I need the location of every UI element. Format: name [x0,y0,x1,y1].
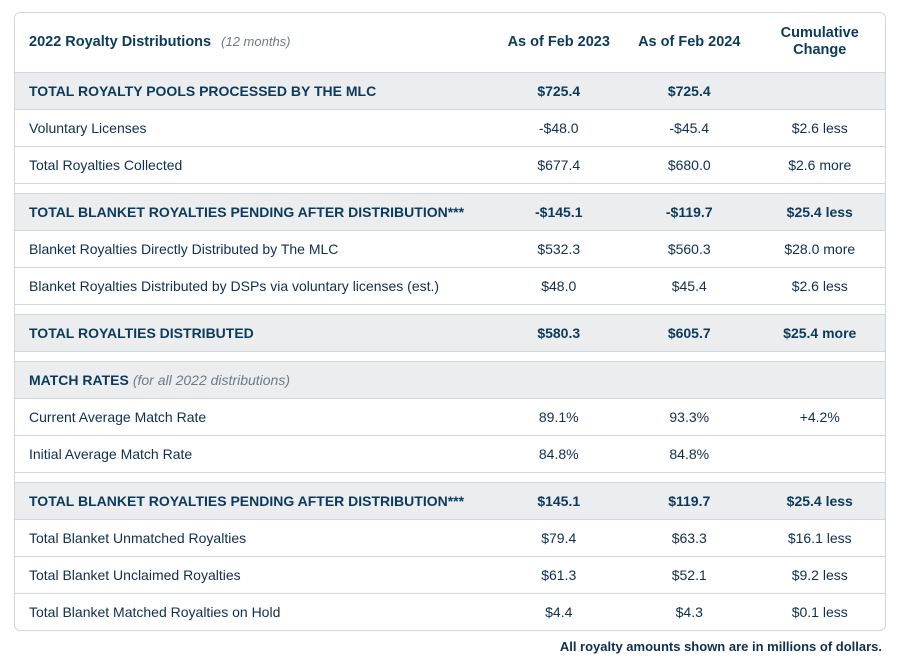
section-header-row: TOTAL ROYALTY POOLS PROCESSED BY THE MLC… [15,72,885,109]
spacer-cell [15,472,885,482]
row-value: $560.3 [624,230,755,267]
row-value: -$45.4 [624,109,755,146]
header-col-2023: As of Feb 2023 [494,13,625,72]
section-title: MATCH RATES [29,372,129,388]
section-value: $725.4 [494,72,625,109]
row-value: 84.8% [494,435,625,472]
row-value: $2.6 less [755,267,886,304]
row-label: Initial Average Match Rate [15,435,494,472]
row-value [755,435,886,472]
section-spacer [15,183,885,193]
royalty-table-wrapper: 2022 Royalty Distributions (12 months) A… [14,12,886,631]
row-label: Blanket Royalties Distributed by DSPs vi… [15,267,494,304]
header-subtitle: (12 months) [221,34,290,49]
section-value [755,72,886,109]
header-col-2024: As of Feb 2024 [624,13,755,72]
row-label: Total Blanket Unclaimed Royalties [15,556,494,593]
row-label: Total Blanket Matched Royalties on Hold [15,593,494,630]
section-title-cell: TOTAL BLANKET ROYALTIES PENDING AFTER DI… [15,193,494,230]
table-row: Total Blanket Matched Royalties on Hold$… [15,593,885,630]
royalty-table: 2022 Royalty Distributions (12 months) A… [15,13,885,630]
section-value: $25.4 more [755,314,886,351]
row-value: $2.6 more [755,146,886,183]
row-value: $48.0 [494,267,625,304]
header-title: 2022 Royalty Distributions [29,34,211,50]
section-header-row: MATCH RATES(for all 2022 distributions) [15,361,885,398]
section-title-cell: TOTAL ROYALTY POOLS PROCESSED BY THE MLC [15,72,494,109]
row-value: $45.4 [624,267,755,304]
table-body: TOTAL ROYALTY POOLS PROCESSED BY THE MLC… [15,72,885,630]
row-value: +4.2% [755,398,886,435]
row-value: $680.0 [624,146,755,183]
section-title-cell: MATCH RATES(for all 2022 distributions) [15,361,494,398]
section-header-row: TOTAL ROYALTIES DISTRIBUTED $580.3$605.7$… [15,314,885,351]
table-row: Total Blanket Unclaimed Royalties$61.3$5… [15,556,885,593]
section-title: TOTAL BLANKET ROYALTIES PENDING AFTER DI… [29,204,464,220]
section-spacer [15,351,885,361]
section-subtitle: (for all 2022 distributions) [133,372,290,388]
row-value: 93.3% [624,398,755,435]
row-value: $4.4 [494,593,625,630]
row-value: $0.1 less [755,593,886,630]
row-label: Current Average Match Rate [15,398,494,435]
section-value: $725.4 [624,72,755,109]
row-value: -$48.0 [494,109,625,146]
row-value: $4.3 [624,593,755,630]
section-value: $119.7 [624,482,755,519]
section-value: -$119.7 [624,193,755,230]
spacer-cell [15,304,885,314]
section-title-cell: TOTAL BLANKET ROYALTIES PENDING AFTER DI… [15,482,494,519]
row-value: $61.3 [494,556,625,593]
row-value: $677.4 [494,146,625,183]
section-value: $605.7 [624,314,755,351]
table-row: Voluntary Licenses-$48.0-$45.4$2.6 less [15,109,885,146]
section-value: $145.1 [494,482,625,519]
spacer-cell [15,183,885,193]
row-value: $2.6 less [755,109,886,146]
row-label: Total Blanket Unmatched Royalties [15,519,494,556]
row-value: $532.3 [494,230,625,267]
section-title: TOTAL BLANKET ROYALTIES PENDING AFTER DI… [29,493,464,509]
row-value: $79.4 [494,519,625,556]
section-header-row: TOTAL BLANKET ROYALTIES PENDING AFTER DI… [15,193,885,230]
section-spacer [15,472,885,482]
row-value: $16.1 less [755,519,886,556]
section-value [494,361,625,398]
section-title-cell: TOTAL ROYALTIES DISTRIBUTED [15,314,494,351]
table-header-row: 2022 Royalty Distributions (12 months) A… [15,13,885,72]
section-title: TOTAL ROYALTY POOLS PROCESSED BY THE MLC [29,83,376,99]
section-value: $580.3 [494,314,625,351]
section-value: $25.4 less [755,482,886,519]
section-value [624,361,755,398]
row-value: $63.3 [624,519,755,556]
table-row: Total Blanket Unmatched Royalties$79.4$6… [15,519,885,556]
table-row: Initial Average Match Rate84.8%84.8% [15,435,885,472]
row-label: Total Royalties Collected [15,146,494,183]
footnote: All royalty amounts shown are in million… [14,639,886,654]
section-value: $25.4 less [755,193,886,230]
row-label: Voluntary Licenses [15,109,494,146]
row-value: $9.2 less [755,556,886,593]
row-value: $28.0 more [755,230,886,267]
table-row: Blanket Royalties Directly Distributed b… [15,230,885,267]
section-title: TOTAL ROYALTIES DISTRIBUTED [29,325,254,341]
row-value: 84.8% [624,435,755,472]
section-value: -$145.1 [494,193,625,230]
section-spacer [15,304,885,314]
table-row: Current Average Match Rate89.1%93.3%+4.2… [15,398,885,435]
header-title-cell: 2022 Royalty Distributions (12 months) [15,13,494,72]
row-value: 89.1% [494,398,625,435]
section-value [755,361,886,398]
table-row: Blanket Royalties Distributed by DSPs vi… [15,267,885,304]
row-label: Blanket Royalties Directly Distributed b… [15,230,494,267]
table-row: Total Royalties Collected$677.4$680.0$2.… [15,146,885,183]
header-col-change: Cumulative Change [755,13,886,72]
row-value: $52.1 [624,556,755,593]
spacer-cell [15,351,885,361]
section-header-row: TOTAL BLANKET ROYALTIES PENDING AFTER DI… [15,482,885,519]
